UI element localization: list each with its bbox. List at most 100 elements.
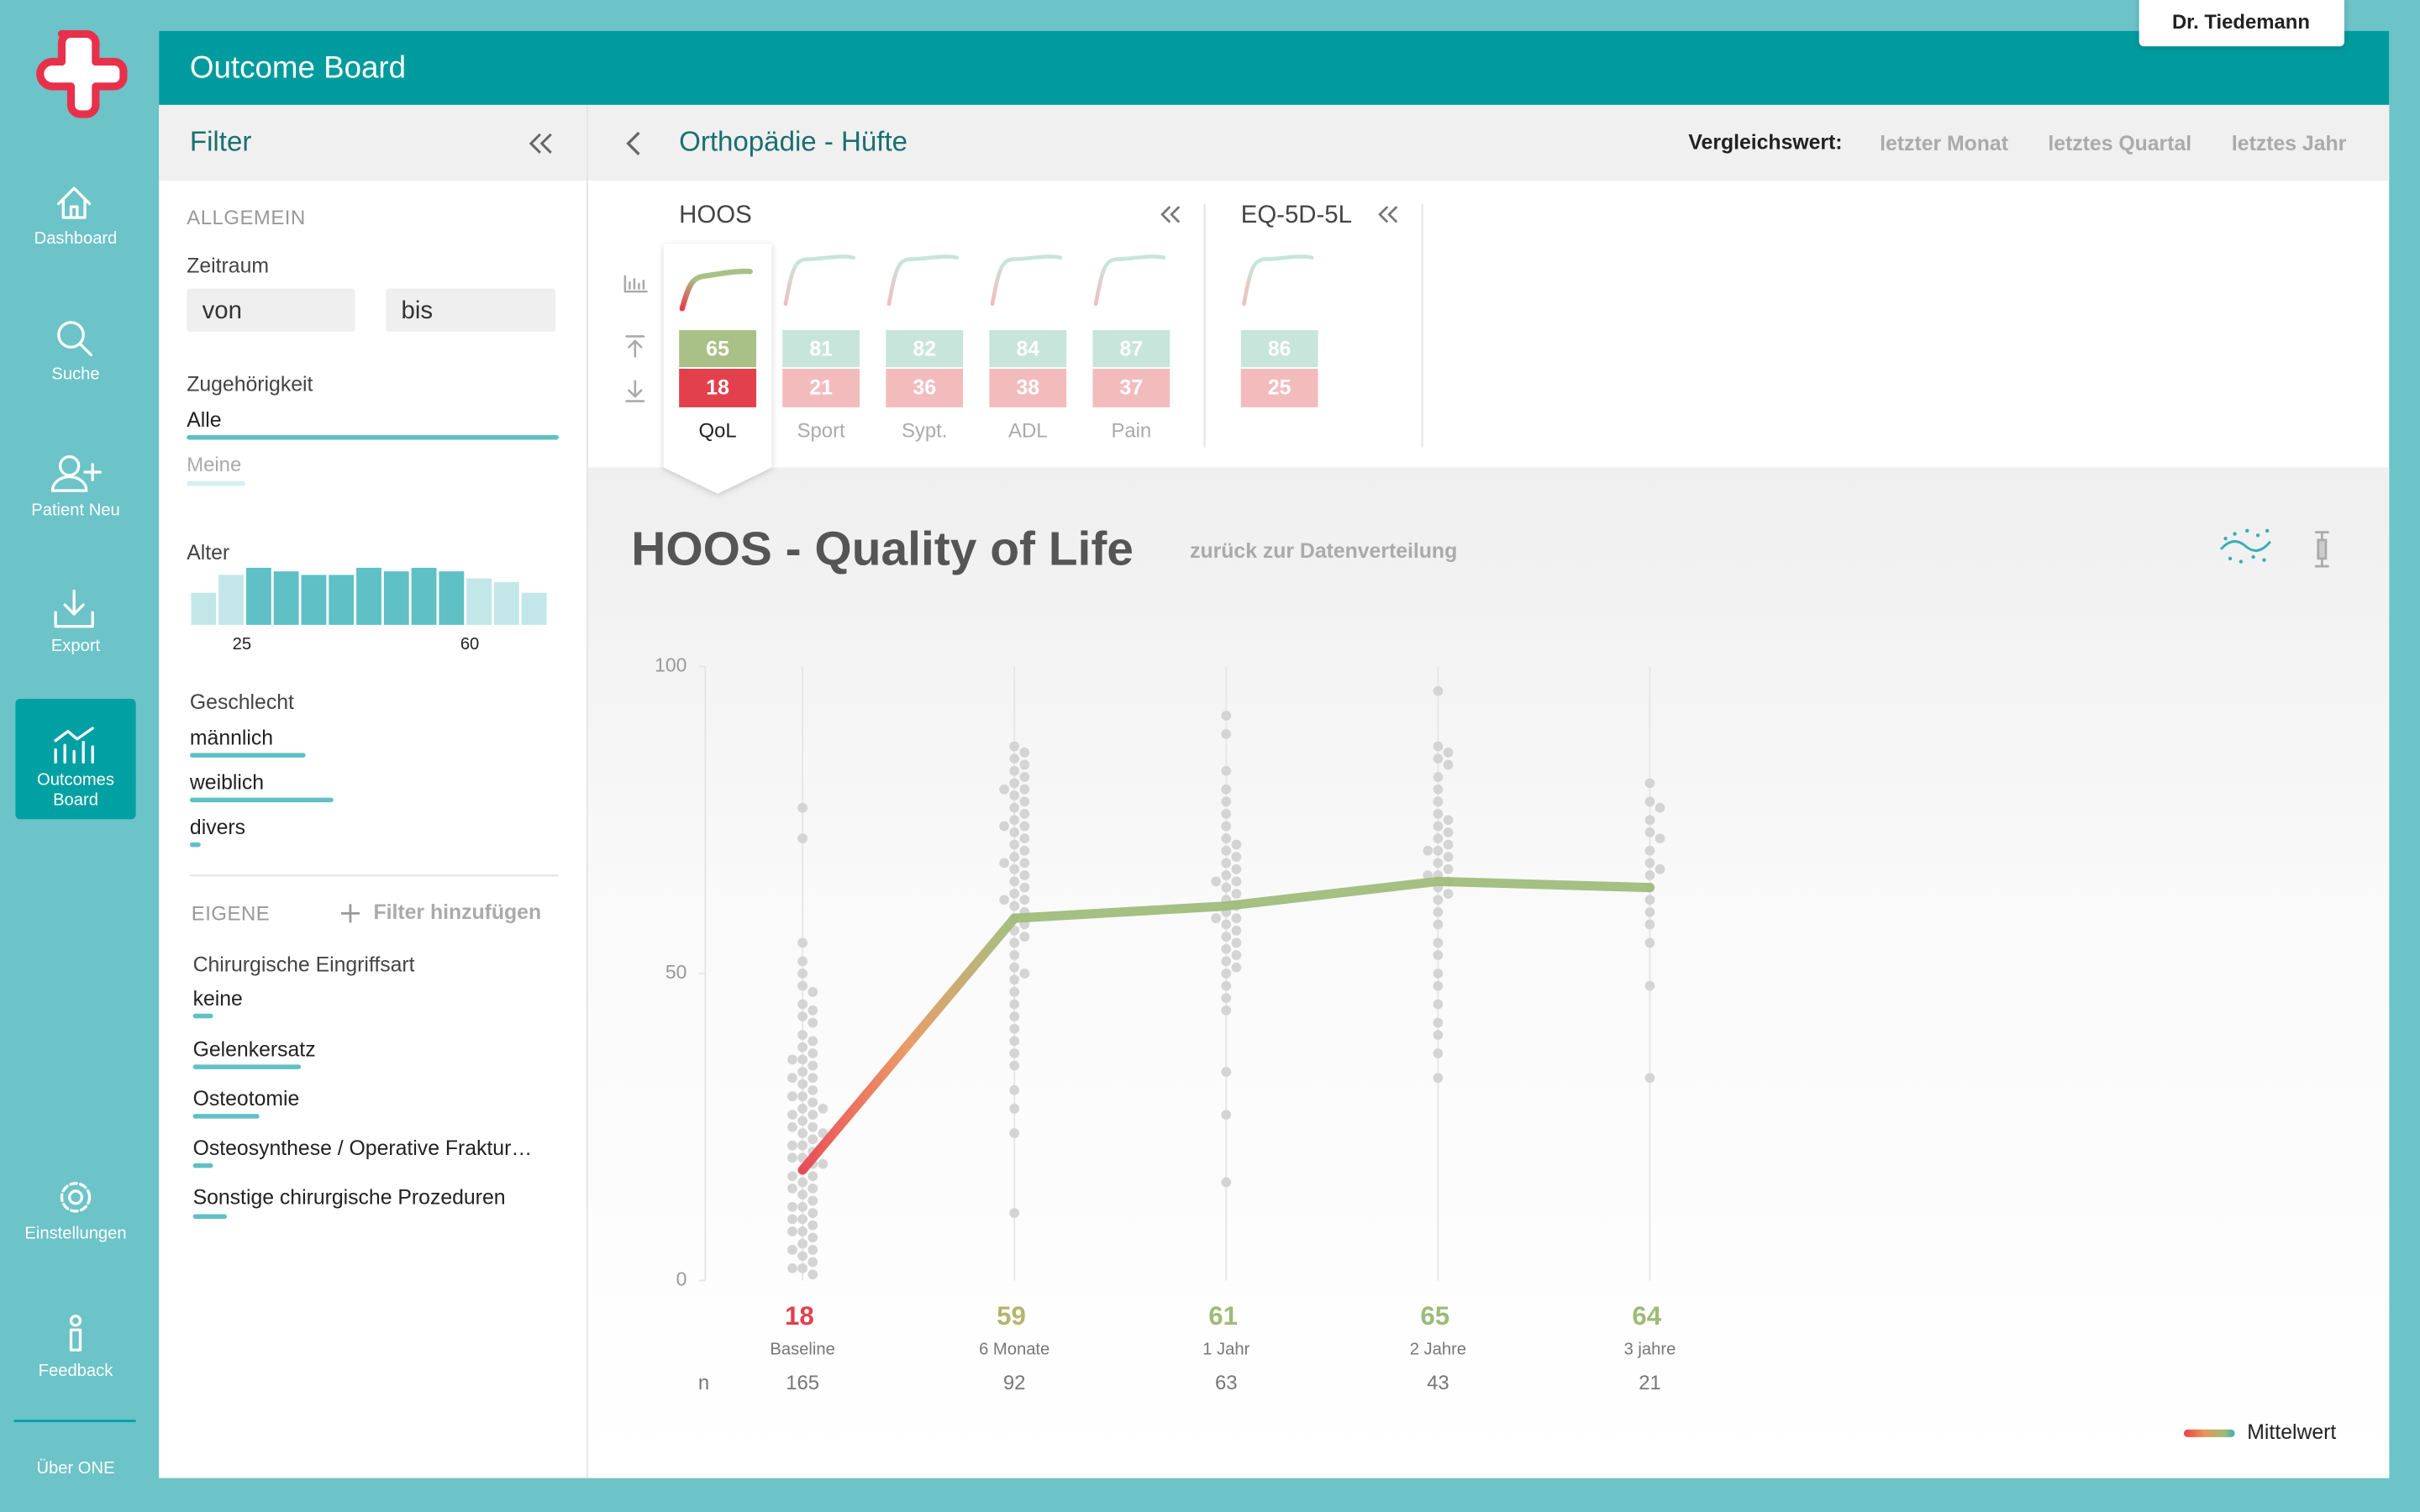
option-label: Osteosynthese / Operative Fraktur… — [193, 1137, 533, 1160]
view-scatter-toggle[interactable] — [2219, 528, 2271, 564]
score-tile[interactable]: 81 21 Sport — [782, 255, 860, 443]
score-tile[interactable]: 84 38 ADL — [989, 255, 1067, 443]
add-filter[interactable]: Filter hinzufügen — [340, 901, 541, 924]
distribution-dot — [797, 956, 808, 967]
input-from[interactable]: von — [187, 288, 355, 332]
score-label: ADL — [1008, 420, 1047, 443]
distribution-dot — [1433, 796, 1444, 807]
score-label: QoL — [699, 420, 737, 443]
distribution-dot — [1221, 711, 1232, 721]
nav-search[interactable]: Suche — [51, 321, 100, 384]
compare-option[interactable]: letztes Quartal — [2048, 133, 2191, 155]
distribution-dot — [1644, 937, 1655, 948]
distribution-dot — [1231, 913, 1242, 924]
compare-option[interactable]: letztes Jahr — [2232, 133, 2347, 155]
distribution-dot — [999, 858, 1009, 869]
option-label: Alle — [187, 409, 221, 432]
mean-value-label: 61 — [1208, 1301, 1238, 1331]
input-to[interactable]: bis — [386, 288, 556, 332]
option-diverse[interactable]: divers — [189, 816, 245, 848]
distribution-dot — [818, 1103, 829, 1114]
nav-outcomes-board[interactable]: Outcomes Board — [15, 699, 136, 820]
distribution-dot — [1221, 1067, 1232, 1077]
option-surgery[interactable]: Osteotomie — [193, 1088, 300, 1119]
collapse-group[interactable] — [1160, 206, 1181, 223]
distribution-dot — [1433, 685, 1444, 696]
distribution-dot — [1443, 815, 1454, 826]
option-surgery[interactable]: Sonstige chirurgische Prozeduren — [193, 1187, 506, 1220]
score-tile[interactable]: 65 18 QoL — [663, 244, 772, 494]
age-histogram[interactable]: 25 60 — [191, 567, 547, 654]
age-bar — [191, 592, 217, 625]
score-tile[interactable]: 87 37 Pain — [1092, 255, 1171, 443]
score-tile[interactable]: 82 36 Sypt. — [886, 255, 964, 443]
distribution-dot — [1221, 1177, 1232, 1188]
nav-label: Board — [53, 791, 98, 810]
x-tick-label: 3 jahre — [1624, 1340, 1676, 1358]
distribution-dot — [808, 1257, 818, 1268]
nav-export[interactable]: Export — [51, 589, 101, 655]
back-to-distribution[interactable]: zurück zur Datenverteilung — [1190, 540, 1457, 563]
distribution-dot — [1221, 882, 1232, 893]
distribution-dot — [1231, 889, 1242, 899]
view-range-toggle[interactable] — [2315, 531, 2329, 568]
collapse-group[interactable] — [1378, 206, 1398, 223]
score-current-value: 87 — [1120, 338, 1144, 360]
distribution-dot — [808, 1208, 818, 1218]
score-tiles: HOOS 65 18 QoL 81 21 Sport 82 36 Sypt. 84 38 ADL 87 37… — [663, 201, 1398, 494]
distribution-dot — [1019, 870, 1030, 880]
age-bar — [301, 575, 327, 625]
score-baseline-value: 38 — [1016, 376, 1039, 399]
distribution-dot — [1009, 1048, 1020, 1058]
distribution-dot — [1221, 833, 1232, 844]
distribution-dot — [1019, 821, 1030, 832]
nav-dashboard[interactable]: Dashboard — [34, 186, 118, 248]
compare-option[interactable]: letzter Monat — [1880, 133, 2008, 155]
score-group-title: HOOS — [679, 201, 752, 228]
distribution-dot — [797, 1011, 808, 1022]
option-female[interactable]: weiblich — [189, 772, 334, 803]
distribution-dot — [808, 1036, 818, 1047]
distribution-dot — [1433, 858, 1444, 869]
user-tab[interactable]: Dr. Tiedemann — [2139, 0, 2344, 47]
sort-up-icon[interactable] — [625, 335, 645, 358]
distribution-dot — [1019, 895, 1030, 906]
nav-feedback[interactable]: Feedback — [39, 1315, 114, 1380]
collapse-filter[interactable] — [529, 133, 552, 154]
distribution-dot — [1221, 1005, 1232, 1016]
score-tile[interactable]: 86 25 — [1240, 255, 1318, 407]
option-surgery[interactable]: keine — [193, 988, 243, 1019]
option-surgery[interactable]: Osteosynthese / Operative Fraktur… — [193, 1137, 533, 1168]
score-label: Sypt. — [902, 420, 947, 443]
option-male[interactable]: männlich — [189, 727, 306, 758]
distribution-dot — [1433, 980, 1444, 991]
distribution-dot — [808, 1195, 818, 1206]
distribution-dot — [1211, 876, 1222, 887]
score-baseline-value: 25 — [1268, 376, 1292, 399]
distribution-dot — [1019, 858, 1030, 869]
distribution-dot — [797, 1140, 808, 1151]
distribution-dot — [1019, 796, 1030, 807]
sort-down-icon[interactable] — [625, 380, 645, 402]
distribution-dot — [808, 1005, 818, 1016]
score-baseline — [679, 368, 756, 407]
distribution-dot — [818, 1158, 829, 1169]
logo[interactable] — [36, 29, 128, 118]
nav-patient-new[interactable]: Patient Neu — [31, 455, 120, 520]
back-button[interactable] — [626, 131, 640, 155]
option-surgery[interactable]: Gelenkersatz — [193, 1038, 316, 1069]
score-label: Sport — [797, 420, 845, 443]
option-all[interactable]: Alle — [187, 409, 559, 440]
distribution-dot — [787, 1152, 797, 1163]
chart-icon[interactable] — [623, 275, 648, 293]
option-mine[interactable]: Meine — [187, 454, 246, 486]
distribution-dot — [1423, 845, 1434, 856]
distribution-dot — [1019, 759, 1030, 770]
score-group-title: EQ-5D-5L — [1241, 201, 1352, 228]
compare-label: Vergleichswert: — [1688, 131, 1842, 154]
nav-footer[interactable]: Über ONE — [36, 1459, 114, 1478]
nav-settings[interactable]: Einstellungen — [24, 1182, 127, 1243]
distribution-dot — [1655, 864, 1665, 874]
distribution-dot — [797, 1116, 808, 1126]
score-baseline — [989, 368, 1067, 407]
